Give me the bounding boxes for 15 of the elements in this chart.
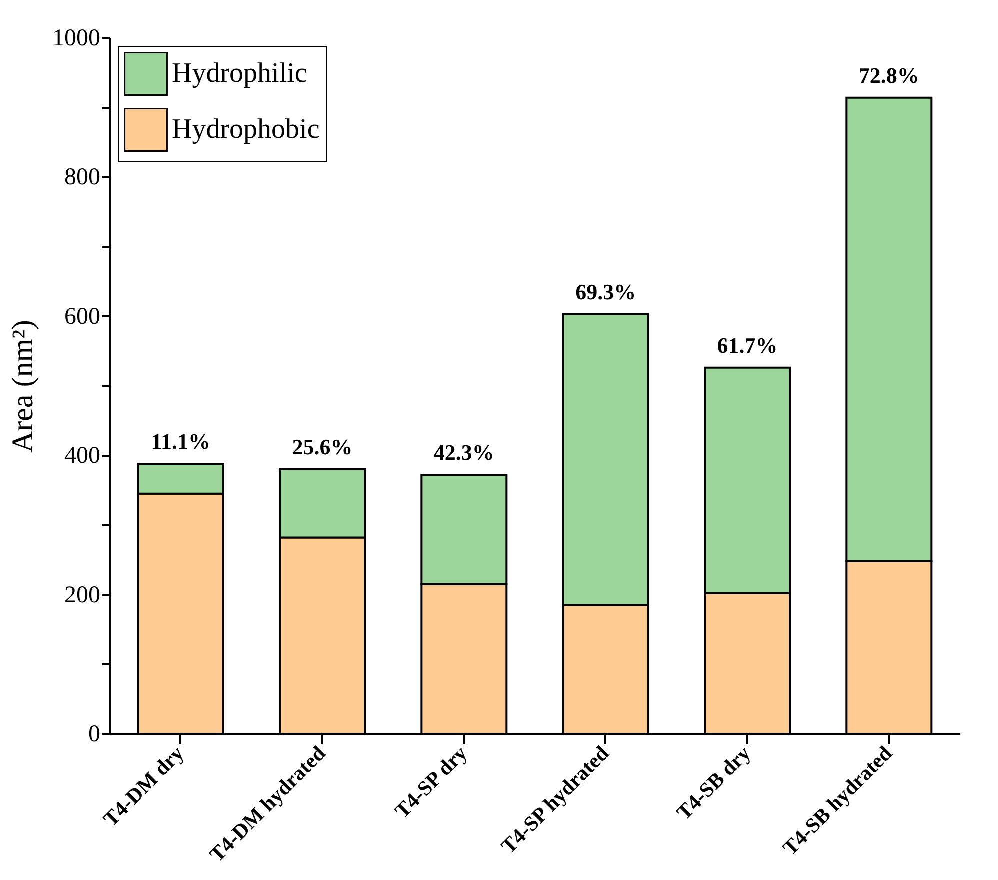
- y-tick-label: 200: [64, 582, 100, 608]
- y-tick-label: 400: [64, 443, 100, 470]
- legend-label: Hydrophilic: [172, 58, 308, 89]
- annotation: 42.3%: [434, 440, 494, 466]
- y-axis-title: Area (nm²): [6, 320, 40, 454]
- annotation: 61.7%: [717, 332, 778, 358]
- annotation: 69.3%: [576, 279, 636, 304]
- annotation: 25.6%: [292, 434, 353, 460]
- annotation: 11.1%: [151, 428, 210, 454]
- y-tick-label: 800: [64, 164, 100, 191]
- y-tick-label: 1000: [52, 26, 100, 52]
- y-tick-label: 0: [88, 722, 100, 748]
- legend-label: Hydrophobic: [172, 114, 320, 145]
- y-tick-label: 600: [64, 304, 100, 330]
- annotation: 72.8%: [858, 62, 920, 88]
